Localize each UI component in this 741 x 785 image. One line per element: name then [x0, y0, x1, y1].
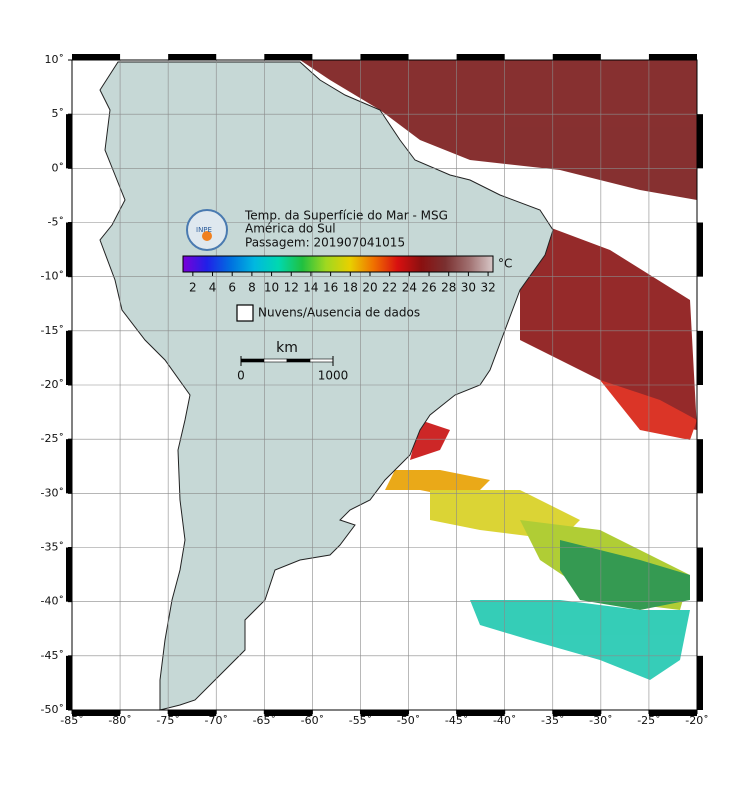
frame-bar — [648, 54, 697, 60]
frame-bar — [264, 54, 313, 60]
x-tick-label: -65˚ — [253, 714, 276, 727]
y-tick-label: -15˚ — [41, 324, 64, 337]
frame-bar — [72, 54, 121, 60]
scale-segment — [240, 358, 265, 363]
y-tick-label: 10˚ — [45, 53, 65, 66]
title-line: América do Sul — [245, 222, 336, 236]
scale-tick-label: 1000 — [318, 369, 349, 383]
frame-bar — [66, 330, 72, 385]
x-tick-label: -20˚ — [685, 714, 708, 727]
logo-dot — [202, 231, 212, 241]
colorbar-tick-label: 12 — [284, 281, 299, 295]
frame-bar — [648, 710, 697, 716]
frame-bar — [264, 710, 313, 716]
colorbar-tick-label: 24 — [402, 281, 417, 295]
frame-bar — [66, 439, 72, 494]
x-tick-label: -55˚ — [349, 714, 372, 727]
x-tick-label: -50˚ — [397, 714, 420, 727]
frame-bar — [456, 54, 505, 60]
colorbar-tick-label: 6 — [228, 281, 236, 295]
y-tick-label: -45˚ — [41, 649, 64, 662]
title-line: Temp. da Superfície do Mar - MSG — [244, 209, 448, 223]
colorbar-tick-label: 10 — [264, 281, 279, 295]
frame-bar — [552, 54, 601, 60]
x-tick-label: -40˚ — [493, 714, 516, 727]
scale-segment — [309, 358, 334, 363]
x-tick-label: -30˚ — [589, 714, 612, 727]
x-tick-label: -70˚ — [204, 714, 227, 727]
y-tick-label: -10˚ — [41, 270, 64, 283]
x-tick-label: -25˚ — [637, 714, 660, 727]
frame-bar — [72, 710, 121, 716]
colorbar-tick-label: 2 — [189, 281, 197, 295]
scale-tick-label: 0 — [237, 369, 245, 383]
colorbar-tick-label: 16 — [323, 281, 338, 295]
colorbar-tick-label: 26 — [421, 281, 436, 295]
frame-bar — [360, 54, 409, 60]
frame-bar — [168, 710, 217, 716]
colorbar-tick-label: 20 — [362, 281, 377, 295]
x-tick-label: -80˚ — [108, 714, 131, 727]
colorbar-tick-label: 30 — [461, 281, 476, 295]
frame-bar — [66, 222, 72, 277]
y-tick-label: -25˚ — [41, 432, 64, 445]
x-tick-label: -35˚ — [541, 714, 564, 727]
colorbar-tick-label: 28 — [441, 281, 456, 295]
colorbar-tick-label: 22 — [382, 281, 397, 295]
legend-swatch — [236, 304, 254, 322]
y-tick-label: -40˚ — [41, 595, 64, 608]
y-tick-label: 0˚ — [52, 161, 65, 174]
title-line: Passagem: 201907041015 — [245, 236, 405, 250]
frame-bar — [697, 114, 703, 169]
frame-bar — [552, 710, 601, 716]
y-tick-label: -20˚ — [41, 378, 64, 391]
y-tick-label: -5˚ — [48, 216, 64, 229]
x-tick-label: -85˚ — [60, 714, 83, 727]
frame-bar — [697, 330, 703, 385]
colorbar-tick-label: 8 — [248, 281, 256, 295]
scale-segment — [286, 358, 311, 363]
x-tick-label: -75˚ — [156, 714, 179, 727]
frame-bar — [360, 710, 409, 716]
colorbar — [182, 255, 494, 273]
x-tick-label: -60˚ — [301, 714, 324, 727]
colorbar-tick-label: 14 — [303, 281, 318, 295]
logo-icon — [186, 209, 228, 251]
y-tick-label: -30˚ — [41, 486, 64, 499]
colorbar-unit: °C — [498, 257, 512, 271]
y-tick-label: -50˚ — [41, 703, 64, 716]
frame-bar — [697, 655, 703, 710]
frame-bar — [66, 655, 72, 710]
frame-bar — [66, 114, 72, 169]
scale-label: km — [276, 340, 298, 356]
colorbar-tick-label: 18 — [343, 281, 358, 295]
frame-bar — [168, 54, 217, 60]
frame-bar — [66, 547, 72, 602]
scale-segment — [263, 358, 288, 363]
y-tick-label: 5˚ — [52, 107, 65, 120]
frame-bar — [697, 439, 703, 494]
colorbar-tick-label: 4 — [209, 281, 217, 295]
frame-bar — [697, 222, 703, 277]
legend-label: Nuvens/Ausencia de dados — [258, 306, 420, 320]
y-tick-label: -35˚ — [41, 541, 64, 554]
sst-patches — [300, 60, 697, 680]
x-tick-label: -45˚ — [445, 714, 468, 727]
frame-bar — [456, 710, 505, 716]
frame-bar — [697, 547, 703, 602]
logo-text: INPE — [196, 226, 212, 234]
colorbar-tick-label: 32 — [480, 281, 495, 295]
